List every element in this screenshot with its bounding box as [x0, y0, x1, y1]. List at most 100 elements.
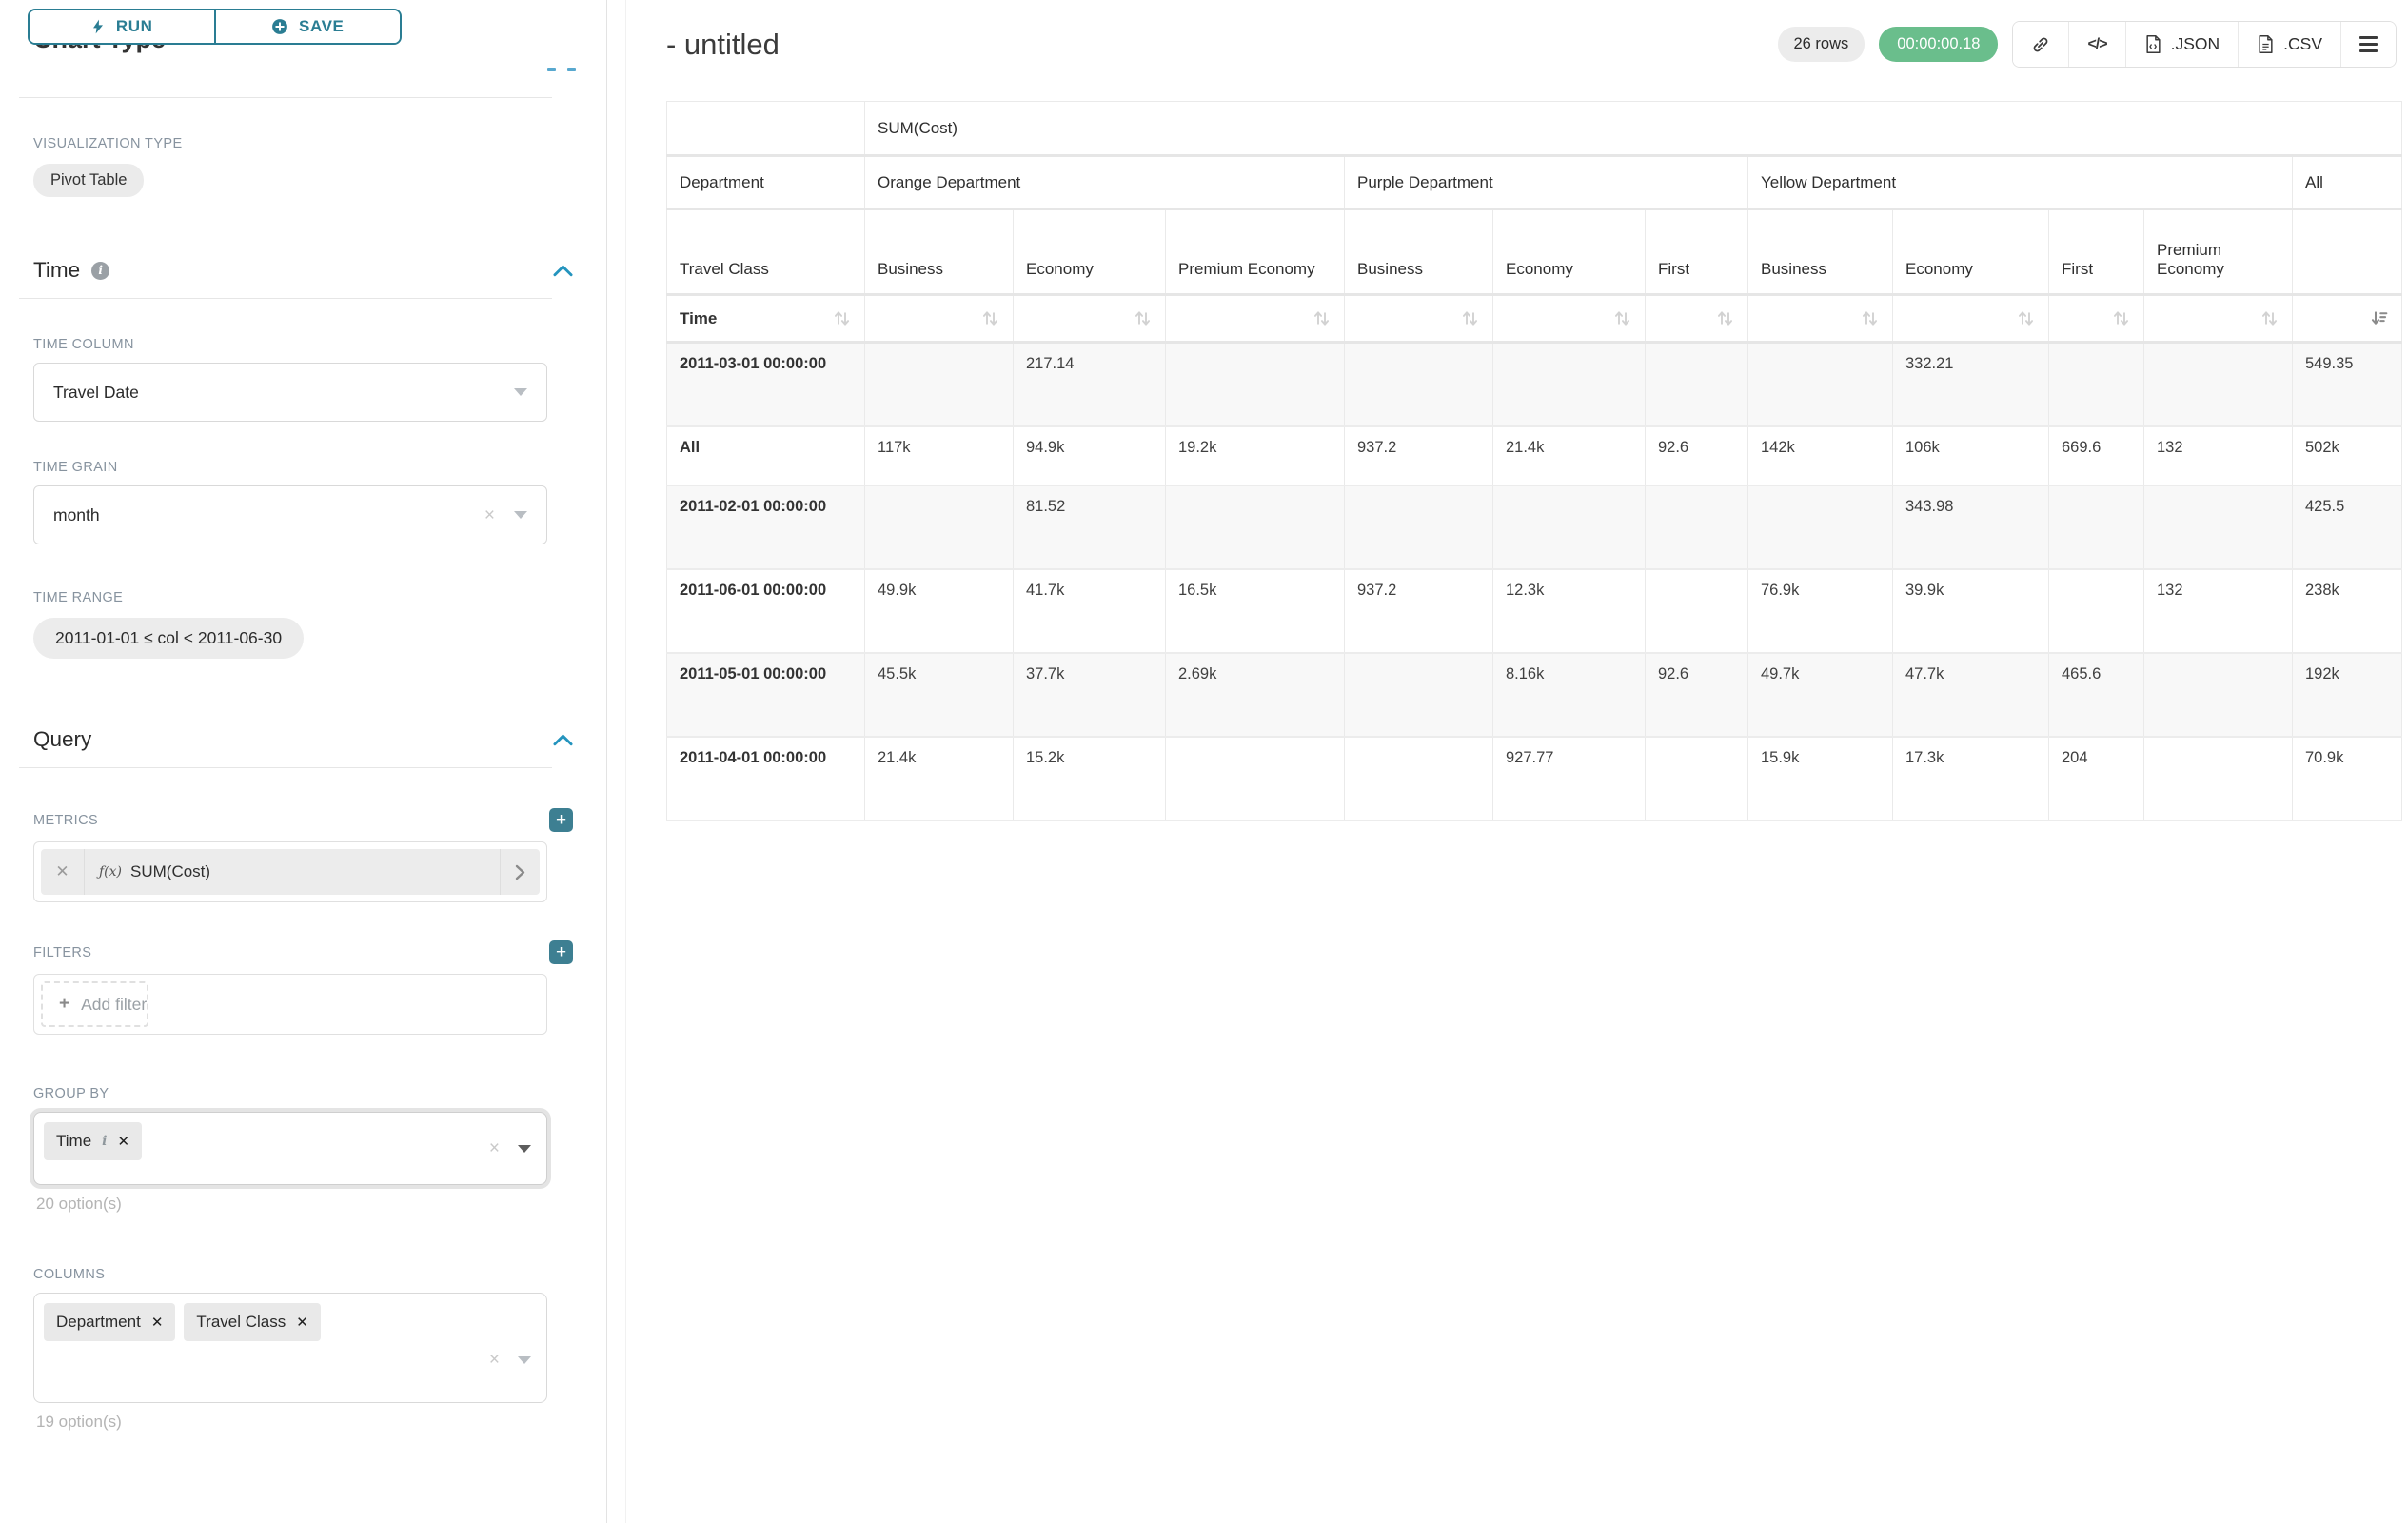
columns-select[interactable]: Department ✕ Travel Class ✕ × [33, 1293, 547, 1403]
chevron-up-icon[interactable] [553, 265, 573, 277]
value-cell [864, 485, 1014, 570]
value-cell [2048, 485, 2144, 570]
add-metric-button[interactable]: + [549, 808, 573, 832]
table-row: 2011-06-01 00:00:00 49.9k 41.7k 16.5k 937.2 1… [666, 568, 2403, 654]
sort-icon[interactable] [832, 308, 852, 328]
table-row: 2011-04-01 00:00:00 21.4k 15.2k 927.77 15.9k… [666, 736, 2403, 821]
dimension-chip[interactable]: Department ✕ [44, 1303, 176, 1341]
value-cell: 343.98 [1892, 485, 2049, 570]
query-section-header[interactable]: Query [33, 727, 573, 752]
plus-circle-icon [271, 18, 288, 35]
menu-button[interactable] [2340, 22, 2396, 67]
value-cell: 47.7k [1892, 652, 2049, 738]
time-section-header[interactable]: Time i [33, 258, 573, 283]
value-cell: 132 [2143, 425, 2293, 486]
divider [19, 97, 552, 98]
sort-desc-icon[interactable] [2369, 308, 2389, 328]
travel-class-cell: First [2048, 208, 2144, 296]
value-cell: 192k [2291, 652, 2403, 738]
hamburger-icon [2359, 36, 2378, 52]
export-json-button[interactable]: .JSON [2124, 22, 2239, 67]
value-cell [2143, 736, 2293, 821]
sort-icon[interactable] [1133, 308, 1153, 328]
clear-icon[interactable]: × [488, 1138, 500, 1158]
value-cell: 937.2 [1344, 568, 1493, 654]
save-button-label: SAVE [299, 17, 345, 35]
embed-code-button[interactable]: </> [2068, 22, 2125, 67]
code-icon: </> [2087, 35, 2107, 52]
remove-chip-icon[interactable]: ✕ [296, 1315, 308, 1331]
divider [19, 298, 552, 299]
time-grain-value: month [53, 504, 100, 524]
travel-class-cell: Economy [1013, 208, 1166, 296]
dimension-chip[interactable]: Time i ✕ [44, 1122, 143, 1160]
sort-icon[interactable] [980, 308, 1000, 328]
export-csv-button[interactable]: .CSV [2238, 22, 2340, 67]
value-cell [1344, 736, 1493, 821]
clear-icon[interactable]: × [488, 1350, 500, 1370]
caret-down-icon [514, 388, 527, 396]
sort-icon[interactable] [1312, 308, 1332, 328]
clear-icon[interactable]: × [484, 504, 495, 525]
group-by-select[interactable]: Time i ✕ × [33, 1112, 547, 1185]
caret-down-icon [514, 511, 527, 519]
metric-chip[interactable]: ✕ ƒ(x) SUM(Cost) [41, 849, 540, 895]
sort-icon[interactable] [1715, 308, 1735, 328]
chart-panel: - untitled 26 rows 00:00:00.18 </> [607, 0, 2408, 1523]
value-cell: 217.14 [1013, 342, 1166, 427]
remove-chip-icon[interactable]: ✕ [150, 1315, 164, 1331]
clipped-icon-fragment [567, 68, 576, 71]
sort-icon[interactable] [2260, 308, 2280, 328]
chevron-up-icon[interactable] [553, 734, 573, 746]
chip-label: Time [56, 1132, 92, 1150]
sort-icon[interactable] [1460, 308, 1480, 328]
value-cell: 15.2k [1013, 736, 1166, 821]
time-range-pill[interactable]: 2011-01-01 ≤ col < 2011-06-30 [33, 618, 305, 659]
value-cell: 45.5k [864, 652, 1014, 738]
table-row: 2011-05-01 00:00:00 45.5k 37.7k 2.69k 8.16k 9… [666, 652, 2403, 738]
value-cell: 70.9k [2291, 736, 2403, 821]
save-button[interactable]: SAVE [213, 10, 400, 43]
metrics-label: METRICS [33, 812, 99, 828]
columns-options-hint: 19 option(s) [36, 1413, 122, 1431]
time-range-label: TIME RANGE [33, 590, 124, 605]
visualization-type-pill[interactable]: Pivot Table [33, 164, 145, 197]
value-cell [1747, 342, 1893, 427]
chip-label: Travel Class [196, 1313, 286, 1331]
run-button[interactable]: RUN [30, 10, 214, 43]
filters-label: FILTERS [33, 944, 92, 960]
time-column-select[interactable]: Travel Date [33, 363, 547, 422]
value-cell: 37.7k [1013, 652, 1166, 738]
dimension-chip[interactable]: Travel Class ✕ [184, 1303, 321, 1341]
chart-title[interactable]: - untitled [666, 27, 780, 61]
chevron-right-icon[interactable] [500, 849, 540, 895]
value-cell: 81.52 [1013, 485, 1166, 570]
value-cell [1165, 736, 1345, 821]
add-filter-plus-button[interactable]: + [549, 940, 573, 964]
columns-label: COLUMNS [33, 1267, 106, 1282]
copy-link-button[interactable] [2013, 22, 2069, 67]
sort-icon[interactable] [2016, 308, 2036, 328]
value-cell: 238k [2291, 568, 2403, 654]
value-cell: 49.9k [864, 568, 1014, 654]
value-cell [1165, 485, 1345, 570]
value-cell: 21.4k [1492, 425, 1646, 486]
value-cell [1645, 485, 1748, 570]
sort-row: Time [666, 294, 2403, 344]
sort-icon[interactable] [1860, 308, 1880, 328]
department-group-cell: Purple Department [1344, 155, 1748, 210]
travel-class-cell: Premium Economy [1165, 208, 1345, 296]
add-filter-button[interactable]: + Add filter [41, 981, 149, 1027]
time-grain-select[interactable]: month × [33, 485, 547, 544]
value-cell: 41.7k [1013, 568, 1166, 654]
sort-icon[interactable] [1612, 308, 1632, 328]
time-dim-label: Time [680, 308, 718, 327]
sort-icon[interactable] [2111, 308, 2131, 328]
value-cell: 465.6 [2048, 652, 2144, 738]
value-cell [2048, 568, 2144, 654]
remove-chip-icon[interactable]: ✕ [117, 1134, 130, 1150]
remove-metric-icon[interactable]: ✕ [41, 849, 85, 895]
time-column-value: Travel Date [53, 382, 139, 402]
travel-class-cell: First [1645, 208, 1748, 296]
